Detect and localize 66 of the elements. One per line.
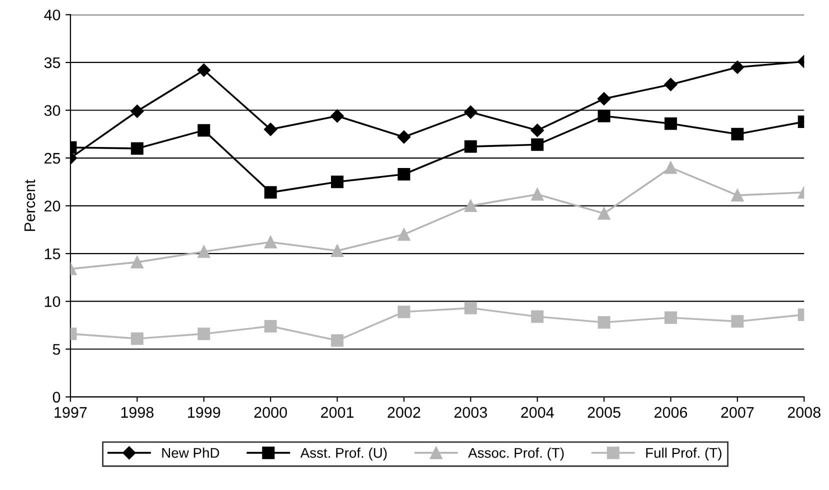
y-tick-label: 0 [52, 392, 60, 403]
x-tick-label: 1998 [121, 407, 154, 418]
point [598, 316, 610, 329]
point [531, 138, 544, 151]
point [264, 186, 277, 199]
y-tick-label: 5 [52, 344, 60, 355]
x-tick-label: 2001 [321, 407, 354, 418]
y-tick-label: 35 [44, 57, 60, 68]
x-tick-label: 2006 [654, 407, 688, 418]
point [130, 142, 144, 155]
point [130, 332, 144, 345]
legend-label: Assoc. Prof. (T) [468, 448, 564, 461]
x-tick-label: 1997 [54, 407, 87, 418]
y-tick-label: 30 [44, 105, 60, 116]
point [130, 256, 144, 268]
x-tick-label: 2008 [788, 407, 820, 418]
y-tick-label: 20 [44, 200, 60, 212]
point [730, 60, 744, 74]
point [264, 122, 278, 136]
y-axis-title: Percent [24, 180, 36, 231]
x-tick-label: 2002 [388, 407, 420, 418]
point [664, 78, 678, 92]
point [398, 306, 410, 318]
point [531, 188, 544, 201]
point [530, 124, 544, 137]
point [198, 124, 210, 137]
point [397, 130, 411, 144]
point [398, 228, 410, 241]
y-tick-label: 25 [44, 152, 60, 164]
point [264, 236, 277, 248]
point [197, 64, 210, 77]
point [198, 245, 210, 258]
x-tick-label: 1999 [188, 407, 220, 418]
y-tick-label: 10 [44, 296, 60, 308]
legend-label: New PhD [162, 448, 220, 458]
point [598, 110, 610, 122]
legend-label: Asst. Prof. (U) [300, 448, 387, 461]
point [464, 302, 477, 314]
point [331, 176, 344, 188]
point [331, 244, 344, 257]
y-tick-label: 15 [44, 248, 60, 260]
point [597, 92, 611, 106]
point [664, 117, 677, 130]
x-tick-label: 2000 [254, 407, 287, 418]
point [331, 334, 344, 347]
x-tick-label: 2004 [521, 407, 554, 418]
point [598, 207, 610, 220]
point [731, 189, 744, 202]
x-tick-label: 2007 [721, 407, 754, 418]
point [130, 104, 144, 118]
point [464, 200, 477, 212]
point [731, 315, 744, 328]
legend-label: Full Prof. (T) [646, 448, 722, 461]
y-tick-label: 40 [44, 10, 60, 20]
point [464, 106, 478, 119]
point [731, 128, 744, 140]
point [330, 109, 344, 123]
point [398, 168, 410, 181]
point [531, 310, 544, 323]
point [264, 320, 277, 332]
point [464, 140, 477, 153]
point [664, 161, 677, 174]
point [664, 311, 677, 324]
x-tick-label: 2003 [454, 407, 487, 418]
x-tick-label: 2005 [588, 407, 620, 418]
point [198, 328, 210, 340]
